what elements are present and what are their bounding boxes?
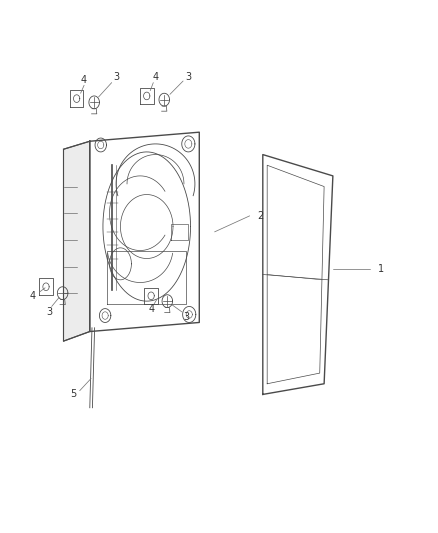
Text: 4: 4 <box>30 291 36 301</box>
Polygon shape <box>64 141 90 341</box>
Text: 5: 5 <box>71 390 77 399</box>
Text: 1: 1 <box>378 264 384 274</box>
Text: 4: 4 <box>149 304 155 314</box>
Text: 4: 4 <box>152 72 159 82</box>
Text: 3: 3 <box>183 312 189 322</box>
Text: 2: 2 <box>258 211 264 221</box>
Text: 3: 3 <box>113 72 119 82</box>
Text: 3: 3 <box>185 72 191 82</box>
Text: 3: 3 <box>46 307 52 317</box>
Text: 4: 4 <box>81 75 87 85</box>
